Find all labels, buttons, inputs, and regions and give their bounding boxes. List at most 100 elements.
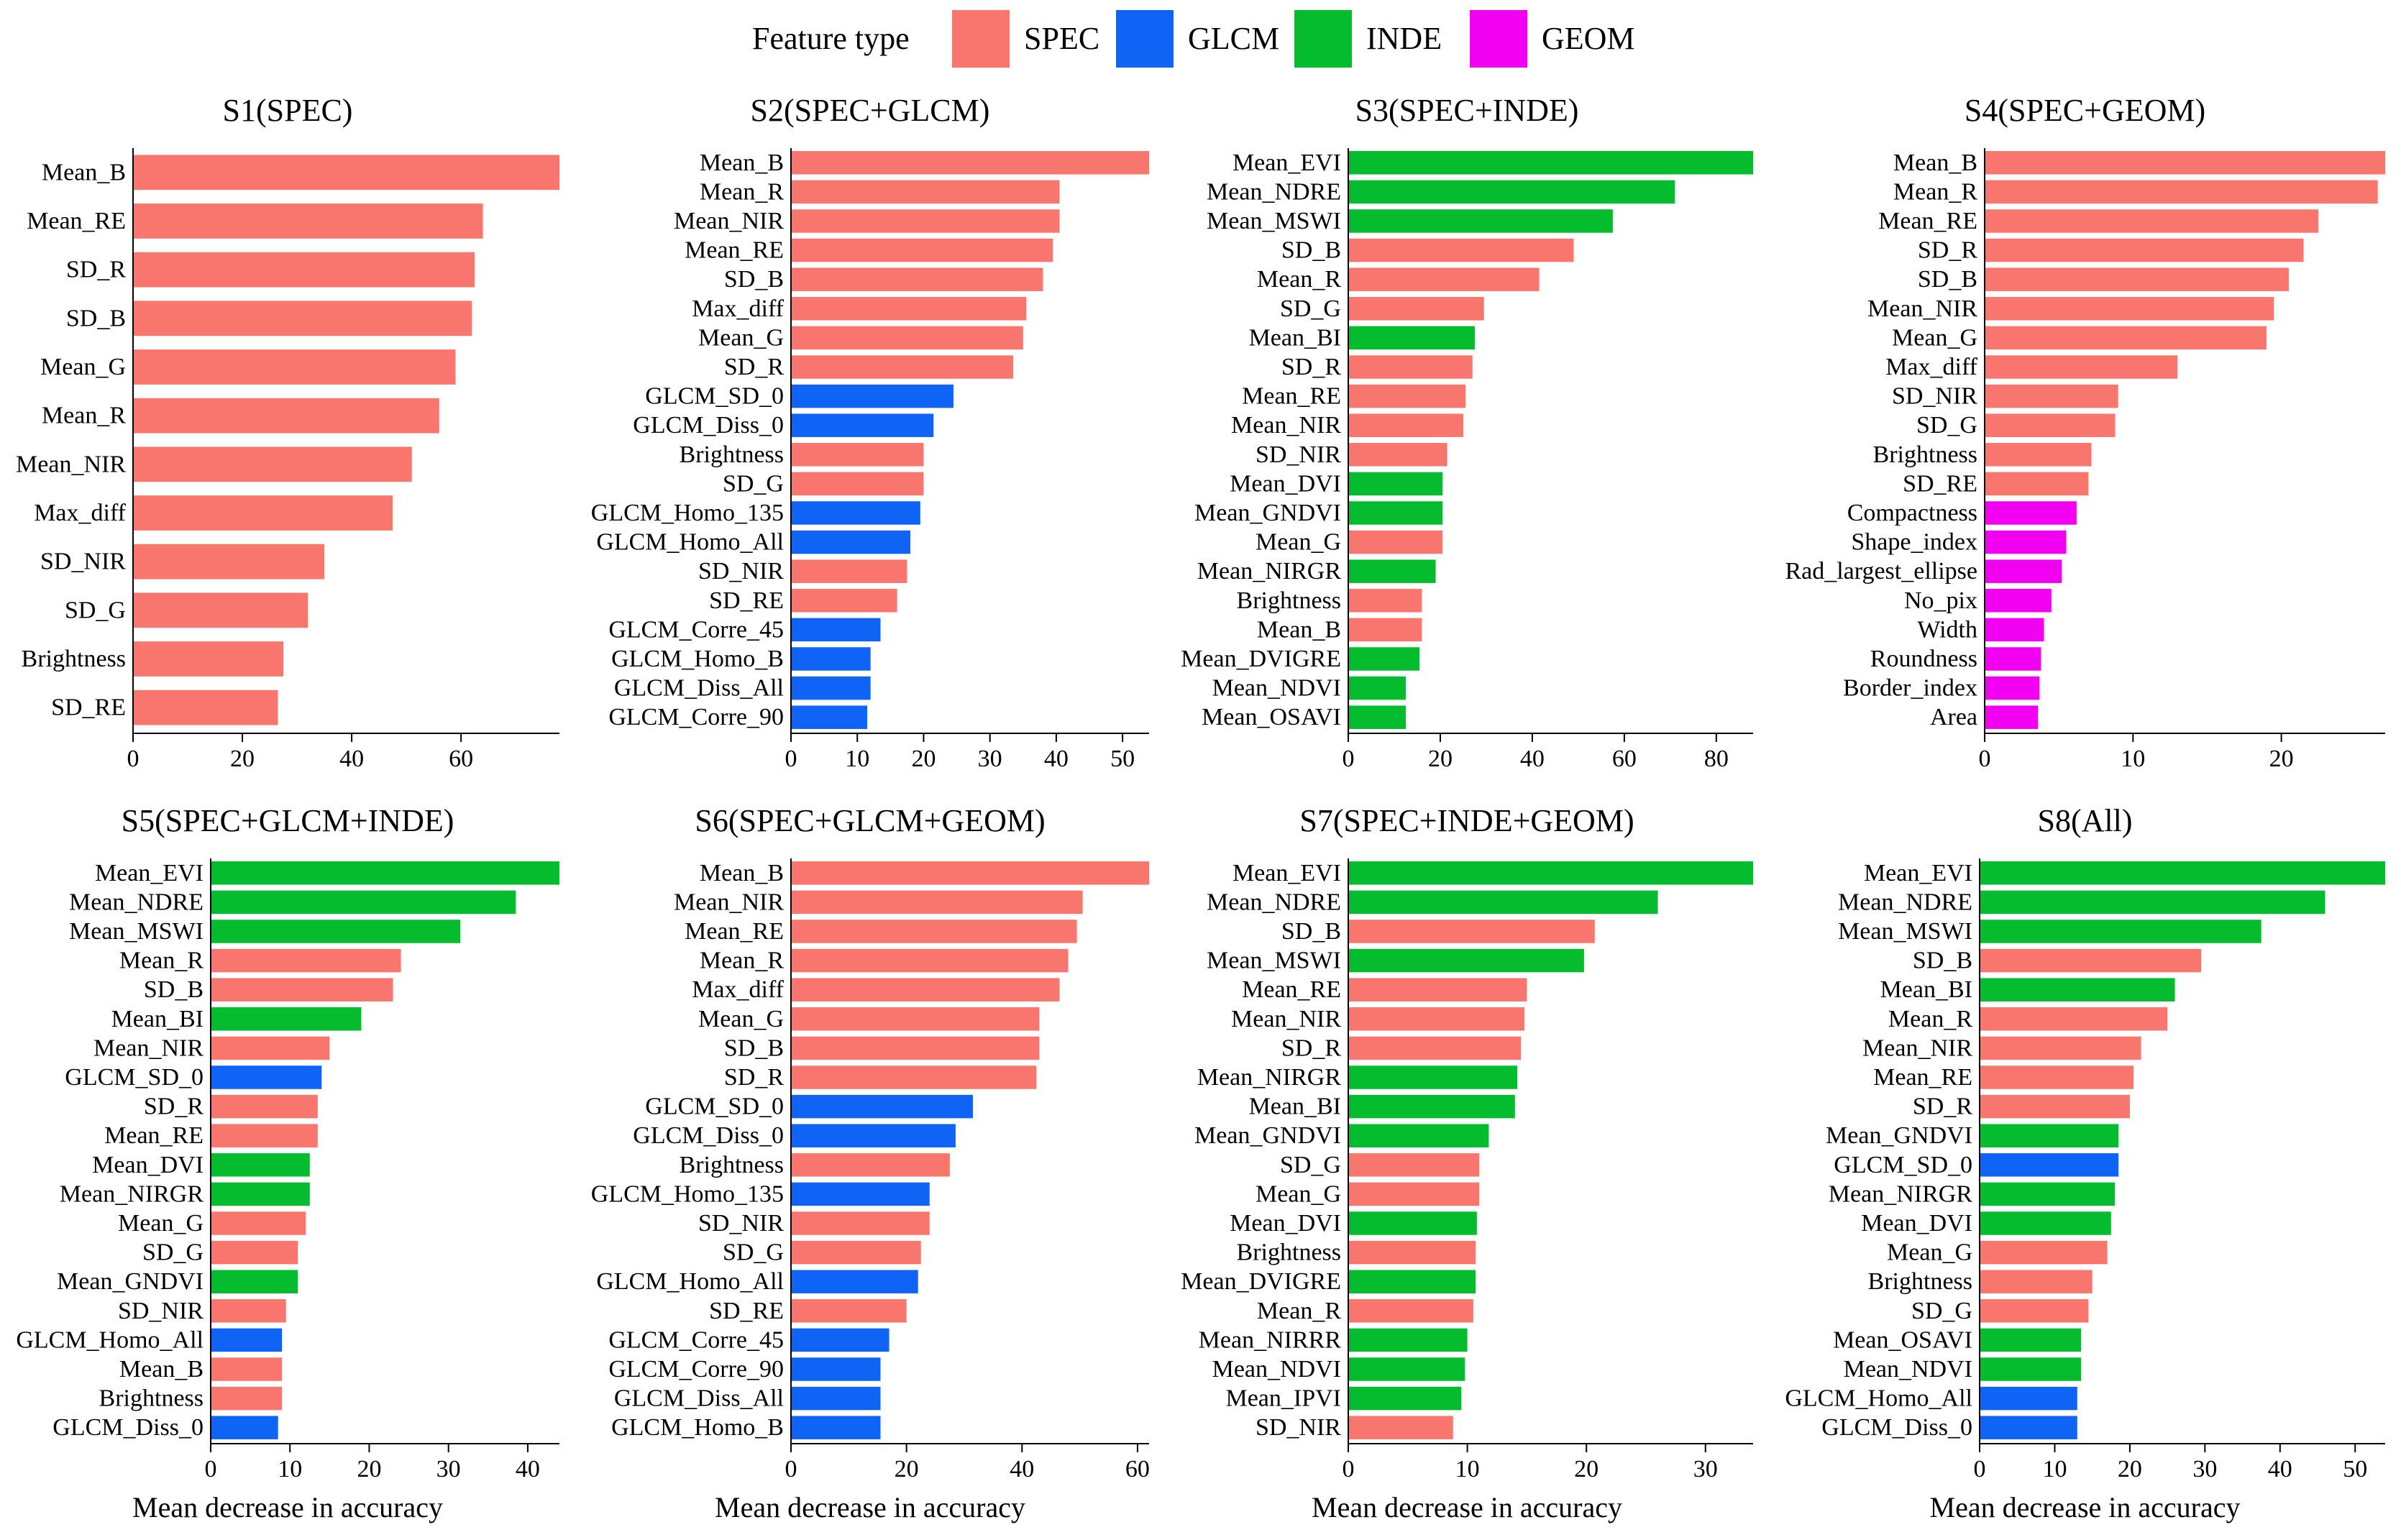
bar-label-sd-nir: SD_NIR [1892,383,1977,410]
bar-label-mean-ndre: Mean_NDRE [69,889,203,915]
bar-glcm-homo-all [1980,1386,2077,1411]
bar-label-mean-re: Mean_RE [1878,208,1977,234]
panel-s7: S7(SPEC+INDE+GEOM) Mean_EVI Mean_NDRE SD_B… [1172,801,1762,1534]
bar-mean-mswi [211,920,461,943]
bar-label-mean-nirrr: Mean_NIRRR [1199,1326,1342,1353]
bar-mean-osavi [1348,705,1406,729]
bar-label-brightness: Brightness [1237,587,1341,614]
legend: Feature type SPEC GLCM INDE GEOM [0,0,2401,79]
panel-title: S1(SPEC) [222,93,353,128]
bar-label-mean-re: Mean_RE [685,918,784,945]
bar-label-sd-re: SD_RE [709,587,784,614]
bar-sd-b [1348,238,1574,262]
bar-mean-r [133,398,439,434]
bar-sd-nir [1985,384,2118,408]
bar-mean-gndvi [1348,1124,1489,1147]
bar-label-mean-nirgr: Mean_NIRGR [1197,558,1342,585]
bar-max-diff [791,978,1060,1002]
bar-label-roundness: Roundness [1870,646,1977,672]
bar-sd-nir [211,1299,286,1323]
bar-mean-g [791,326,1023,350]
bar-label-mean-re: Mean_RE [685,237,784,264]
x-tick-label: 80 [1704,746,1729,772]
bar-label-mean-r: Mean_R [42,403,126,429]
bar-sd-re [791,589,897,613]
bar-label-sd-g: SD_G [1916,412,1977,439]
bar-mean-ndvi [1348,676,1406,700]
bar-label-mean-nir: Mean_NIR [674,889,784,915]
bar-label-mean-evi: Mean_EVI [95,860,203,886]
bar-glcm-sd-0 [211,1065,322,1089]
x-tick-label: 0 [1974,1456,1986,1482]
legend-label-inde: INDE [1366,21,1442,56]
bar-label-sd-nir: SD_NIR [1256,1414,1341,1441]
bar-mean-nir [791,890,1083,915]
bar-label-mean-bi: Mean_BI [1880,976,1972,1003]
bar-glcm-sd-0 [791,1094,974,1119]
bar-label-mean-ndre: Mean_NDRE [1838,889,1972,915]
bar-mean-re [791,238,1053,262]
bar-label-mean-osavi: Mean_OSAVI [1833,1326,1972,1353]
bar-mean-g [1348,1182,1480,1206]
legend-swatch-glcm [1116,10,1174,68]
bar-sd-g [791,1240,921,1265]
legend-label-glcm: GLCM [1188,21,1280,56]
bar-glcm-homo-135 [791,501,920,525]
bar-label-mean-nirgr: Mean_NIRGR [60,1181,204,1207]
bar-label-sd-g: SD_G [1280,1152,1341,1178]
legend-label-geom: GEOM [1542,21,1635,56]
bar-label-mean-bi: Mean_BI [1249,1094,1341,1120]
bar-sd-r [211,1094,318,1119]
bar-mean-dvigre [1348,647,1420,671]
bar-mean-re [1348,384,1466,408]
x-tick-label: 20 [2118,1456,2142,1482]
x-tick-label: 20 [2269,746,2294,772]
bar-mean-r [211,948,401,973]
bar-label-mean-dvigre: Mean_DVIGRE [1181,1268,1341,1295]
bar-label-mean-dvi: Mean_DVI [1230,470,1341,497]
bar-mean-gndvi [1348,501,1443,525]
bar-glcm-diss-0 [211,1416,278,1439]
panel-title: S8(All) [2037,803,2133,838]
bar-mean-re [1348,978,1527,1002]
panel-title: S4(SPEC+GEOM) [1964,93,2206,128]
bar-label-glcm-homo-b: GLCM_Homo_B [611,646,784,672]
x-axis-label: Mean decrease in accuracy [715,1491,1025,1523]
bar-mean-r [1348,267,1540,291]
bar-mean-nir [1980,1036,2141,1060]
bar-sd-g [211,1240,298,1265]
bar-label-mean-mswi: Mean_MSWI [1207,208,1341,234]
bar-sd-g [1348,297,1484,321]
bar-label-max-diff: Max_diff [692,295,784,322]
bar-label-glcm-sd-0: GLCM_SD_0 [645,383,784,410]
bar-max-diff [1985,355,2178,379]
bar-label-mean-nir: Mean_NIR [16,451,126,477]
bar-mean-b [791,151,1149,175]
bar-sd-r [1980,1094,2130,1119]
bar-label-glcm-homo-135: GLCM_Homo_135 [591,1181,784,1207]
bar-label-width: Width [1917,616,1977,643]
bar-label-compactness: Compactness [1847,500,1977,526]
bar-label-glcm-homo-all: GLCM_Homo_All [16,1326,203,1353]
bar-label-mean-g: Mean_G [1256,1181,1341,1207]
bar-glcm-diss-all [791,1386,881,1411]
bar-label-mean-gndvi: Mean_GNDVI [1826,1122,1972,1149]
bar-sd-g [1348,1153,1480,1177]
x-tick-label: 20 [357,1456,381,1482]
x-tick-label: 50 [1110,746,1135,772]
bar-mean-g [133,349,456,385]
bar-sd-nir [133,544,325,579]
bar-label-mean-re: Mean_RE [1873,1064,1972,1091]
bar-compactness [1985,501,2077,525]
bar-label-sd-g: SD_G [1911,1298,1972,1324]
bar-label-sd-r: SD_R [724,1064,784,1091]
bar-glcm-diss-0 [1980,1416,2077,1439]
bar-label-area: Area [1930,704,1977,730]
bar-label-mean-ndvi: Mean_NDVI [1844,1356,1972,1383]
bar-label-glcm-diss-0: GLCM_Diss_0 [633,412,784,439]
bar-label-sd-b: SD_B [1913,948,1972,974]
bar-label-glcm-homo-b: GLCM_Homo_B [611,1414,784,1441]
bar-brightness [1980,1270,2093,1293]
bar-no-pix [1985,589,2052,613]
bar-label-brightness: Brightness [1868,1268,1972,1295]
